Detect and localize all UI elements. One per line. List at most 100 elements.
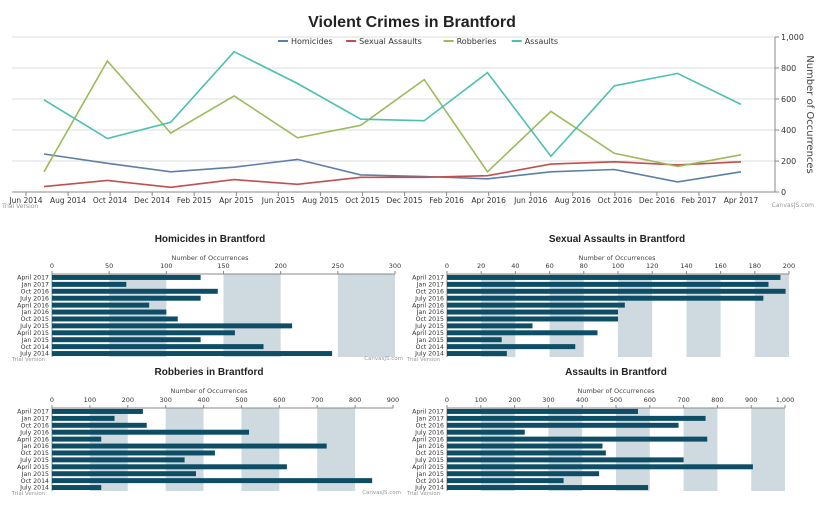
legend-item-label[interactable]: Robberies [457, 37, 497, 46]
bar[interactable] [447, 464, 753, 470]
bar[interactable] [447, 344, 576, 350]
bar[interactable] [52, 309, 167, 315]
legend-item-label[interactable]: Sexual Assaults [359, 37, 422, 46]
interlaced-band [109, 274, 167, 357]
series-line-robberies [43, 59, 742, 174]
x-tick-label: 300 [389, 262, 401, 270]
bar[interactable] [447, 351, 507, 357]
category-label: July 2016 [19, 295, 49, 302]
bar[interactable] [447, 429, 525, 435]
bar[interactable] [447, 274, 781, 280]
category-label: July 2015 [19, 323, 49, 330]
bar[interactable] [52, 337, 201, 343]
category-label: April 2015 [412, 464, 444, 471]
bar[interactable] [447, 415, 706, 421]
bar[interactable] [447, 443, 603, 449]
bar[interactable] [447, 309, 618, 315]
bar[interactable] [52, 436, 102, 442]
bar[interactable] [52, 281, 127, 287]
bar[interactable] [447, 302, 625, 308]
canvasjs-credit: CanvasJS.com [364, 356, 403, 362]
bar[interactable] [447, 316, 618, 322]
x-tick-label: 900 [387, 396, 399, 404]
category-label: Oct 2014 [416, 344, 444, 351]
bar[interactable] [52, 316, 178, 322]
x-tick-label: 200 [783, 262, 795, 270]
canvasjs-credit: CanvasJS.com [362, 490, 401, 496]
bar[interactable] [447, 337, 502, 343]
x-tick-label: 100 [612, 262, 624, 270]
bar[interactable] [447, 295, 764, 301]
bar-chart-1: Homicides in Brantford Number of Occurren… [11, 234, 401, 363]
bar[interactable] [52, 464, 287, 470]
x-tick-label: 500 [610, 396, 622, 404]
bar[interactable] [52, 422, 147, 428]
bar[interactable] [52, 450, 215, 456]
bar[interactable] [447, 457, 684, 463]
bar-chart-4: Assaults in Brantford Number of Occurrenc… [406, 367, 794, 497]
bar[interactable] [447, 422, 679, 428]
bar[interactable] [447, 288, 786, 294]
bar[interactable] [447, 436, 708, 442]
bar[interactable] [447, 323, 533, 329]
interlaced-band [751, 408, 785, 491]
interlaced-band [480, 408, 515, 491]
bar[interactable] [447, 281, 769, 287]
x-tick-label: Feb 2017 [682, 196, 717, 205]
x-tick-label: 80 [580, 262, 588, 270]
bar[interactable] [447, 330, 598, 336]
x-tick-label: 120 [646, 262, 658, 270]
bar[interactable] [52, 443, 327, 449]
category-label: Oct 2016 [21, 422, 49, 429]
category-label: July 2016 [414, 295, 444, 302]
trial-version-label: Trial Version [406, 357, 441, 363]
bar[interactable] [52, 330, 235, 336]
bar[interactable] [447, 450, 606, 456]
category-label: Oct 2015 [21, 450, 49, 457]
x-tick-label: 500 [235, 396, 247, 404]
category-label: Jan 2017 [416, 416, 444, 423]
x-tick-label: 60 [545, 262, 553, 270]
bar[interactable] [52, 288, 218, 294]
bar[interactable] [447, 408, 638, 414]
bar[interactable] [52, 274, 201, 280]
category-label: Oct 2016 [416, 288, 444, 295]
bar-chart-2: Sexual Assaults in Brantford Number of Oc… [406, 234, 795, 363]
bar[interactable] [52, 415, 115, 421]
x-tick-label: Apr 2016 [471, 196, 506, 205]
bar[interactable] [52, 295, 201, 301]
x-tick-label: Dec 2014 [134, 196, 170, 205]
bar[interactable] [447, 471, 600, 477]
y-tick-label: 400 [781, 126, 796, 135]
category-label: Jan 2016 [416, 443, 444, 450]
category-label: April 2017 [412, 409, 444, 416]
x-tick-label: 150 [217, 262, 229, 270]
bar[interactable] [52, 351, 333, 357]
bar[interactable] [447, 478, 564, 484]
bar[interactable] [52, 485, 102, 491]
category-label: July 2015 [414, 323, 444, 330]
legend-item-label[interactable]: Assaults [525, 37, 558, 46]
bar[interactable] [52, 344, 264, 350]
legend-item-label[interactable]: Homicides [291, 37, 333, 46]
bar[interactable] [52, 302, 150, 308]
x-tick-label: Jun 2015 [261, 196, 295, 205]
category-label: Jan 2017 [416, 282, 444, 289]
bar[interactable] [52, 471, 196, 477]
interlaced-band [549, 274, 584, 357]
x-tick-label: Apr 2015 [219, 196, 254, 205]
interlaced-band [317, 408, 356, 491]
category-label: July 2015 [19, 457, 49, 464]
category-label: Jan 2015 [21, 471, 49, 478]
x-tick-label: Feb 2015 [177, 196, 212, 205]
bar[interactable] [52, 457, 185, 463]
y-tick-label: 800 [781, 64, 796, 73]
x-tick-label: 600 [644, 396, 656, 404]
category-label: April 2016 [17, 302, 49, 309]
bar[interactable] [52, 408, 143, 414]
bar[interactable] [447, 485, 649, 491]
bar[interactable] [52, 429, 250, 435]
bar[interactable] [52, 478, 373, 484]
bar[interactable] [52, 323, 293, 329]
x-tick-label: 700 [311, 396, 323, 404]
